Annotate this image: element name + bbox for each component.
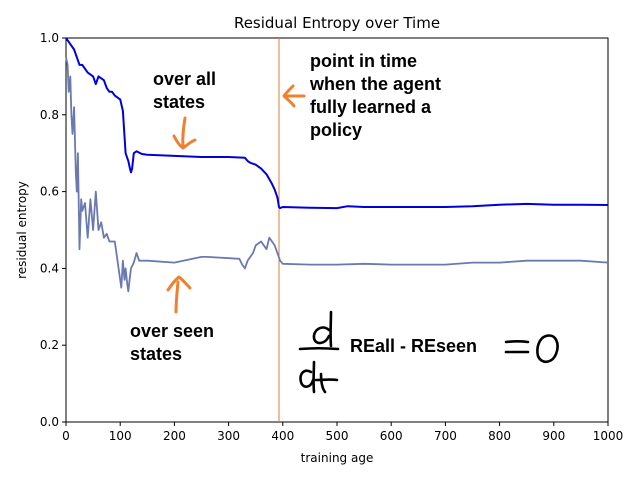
y-tick-label: 0.6 <box>40 185 59 199</box>
arrow-over-all-icon <box>172 116 197 150</box>
x-tick-label: 900 <box>542 429 565 443</box>
arrow-policy-icon <box>282 84 306 108</box>
annotation-policy-line1: point in time <box>310 51 417 71</box>
x-tick-label: 100 <box>109 429 132 443</box>
arrow-over-seen-icon <box>166 275 192 314</box>
y-tick-label: 0.4 <box>40 261 59 275</box>
x-tick-label: 600 <box>380 429 403 443</box>
formula-text: REall - REseen <box>350 336 477 356</box>
x-axis-label: training age <box>301 451 374 465</box>
annotation-over-seen-line1: over seen <box>130 321 214 341</box>
x-tick-label: 800 <box>488 429 511 443</box>
series-line-seen <box>65 57 609 293</box>
x-tick-label: 700 <box>434 429 457 443</box>
y-tick-label: 0.2 <box>40 338 59 352</box>
annotation-over-seen-line2: states <box>130 344 182 364</box>
y-tick-label: 0.0 <box>40 415 59 429</box>
y-tick-label: 1.0 <box>40 31 59 45</box>
y-axis-ticks: 0.0 0.2 0.4 0.6 0.8 1.0 <box>40 31 66 429</box>
annotation-policy-line2: when the agent <box>309 74 441 94</box>
x-tick-label: 0 <box>62 429 70 443</box>
y-tick-label: 0.8 <box>40 108 59 122</box>
annotation-over-all-line1: over all <box>153 69 216 89</box>
y-axis-label: residual entropy <box>15 181 29 279</box>
plot-area <box>65 37 609 423</box>
x-tick-label: 200 <box>163 429 186 443</box>
series-lines <box>65 37 609 293</box>
derivative-handwriting-icon <box>298 310 340 394</box>
chart-title: Residual Entropy over Time <box>234 14 440 32</box>
x-tick-label: 1000 <box>593 429 624 443</box>
series-line-all <box>65 37 609 210</box>
x-axis-ticks: 0 100 200 300 400 500 600 700 800 900 1000 <box>62 422 623 443</box>
annotation-policy-line3: fully learned a <box>310 97 432 117</box>
x-tick-label: 300 <box>217 429 240 443</box>
x-tick-label: 400 <box>271 429 294 443</box>
x-tick-label: 500 <box>326 429 349 443</box>
annotation-over-all-line2: states <box>153 92 205 112</box>
annotation-policy-line4: policy <box>310 120 362 140</box>
equals-zero-handwriting-icon <box>504 334 559 364</box>
